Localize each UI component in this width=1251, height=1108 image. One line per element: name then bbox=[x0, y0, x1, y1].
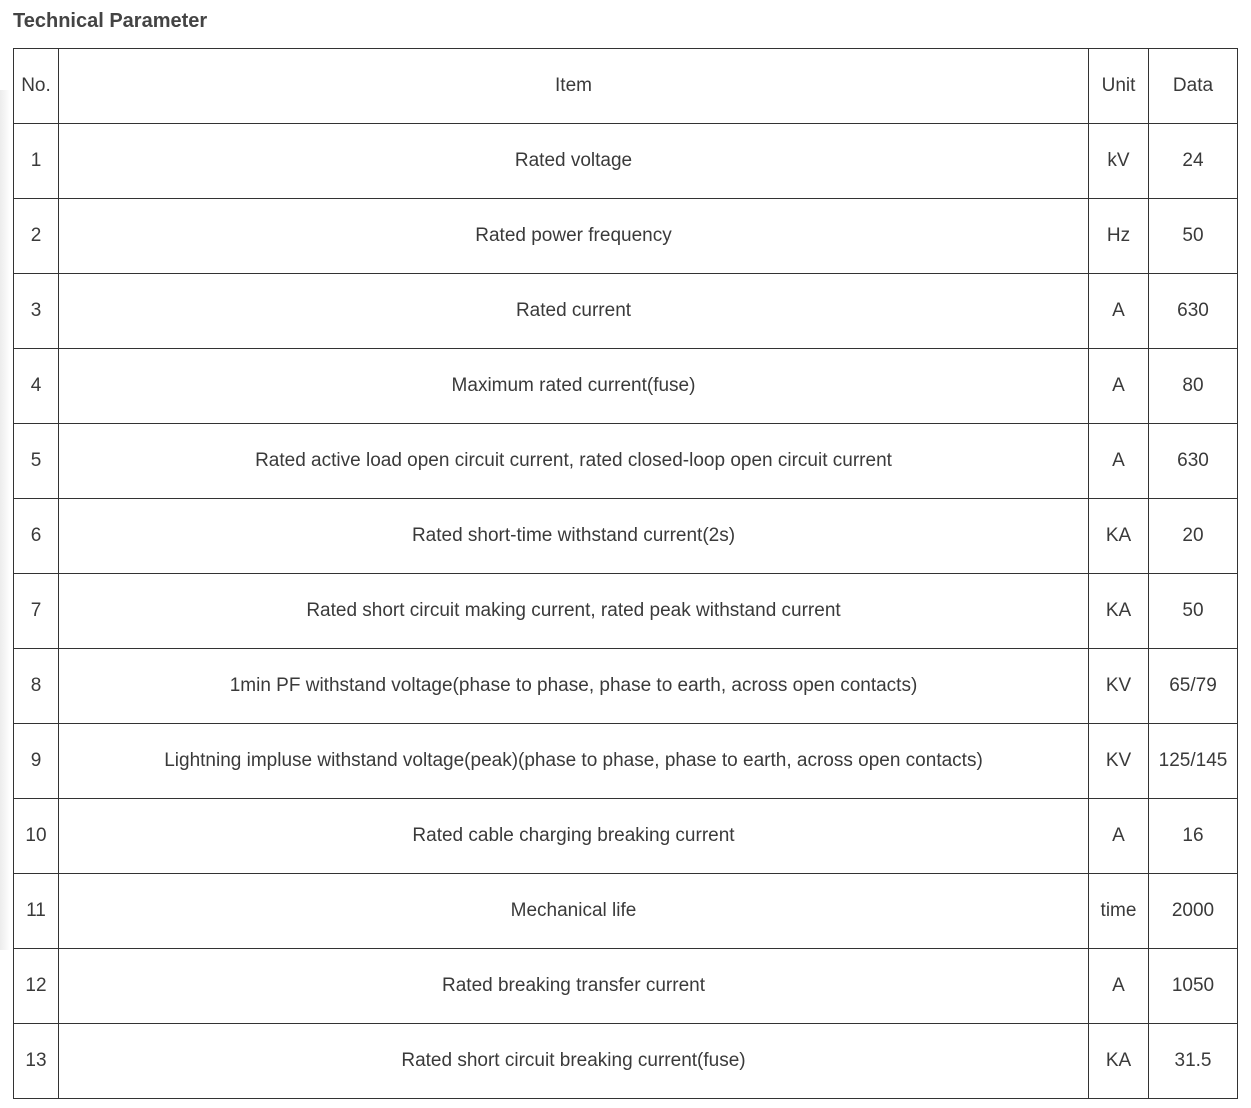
cell-item: Rated voltage bbox=[58, 123, 1089, 199]
cell-unit: KA bbox=[1088, 498, 1149, 574]
cell-unit: time bbox=[1088, 873, 1149, 949]
cell-unit: A bbox=[1088, 423, 1149, 499]
cell-no: 5 bbox=[13, 423, 59, 499]
table-row: 1 Rated voltage kV 24 bbox=[13, 123, 1238, 199]
cell-unit: A bbox=[1088, 948, 1149, 1024]
cell-item: 1min PF withstand voltage(phase to phase… bbox=[58, 648, 1089, 724]
cell-data: 50 bbox=[1148, 198, 1238, 274]
header-no: No. bbox=[13, 48, 59, 124]
cell-no: 11 bbox=[13, 873, 59, 949]
table-row: 2 Rated power frequency Hz 50 bbox=[13, 198, 1238, 274]
cell-data: 125/145 bbox=[1148, 723, 1238, 799]
cell-unit: A bbox=[1088, 348, 1149, 424]
cell-no: 12 bbox=[13, 948, 59, 1024]
cell-data: 80 bbox=[1148, 348, 1238, 424]
cell-no: 6 bbox=[13, 498, 59, 574]
cell-data: 2000 bbox=[1148, 873, 1238, 949]
cell-item: Rated breaking transfer current bbox=[58, 948, 1089, 1024]
cell-data: 50 bbox=[1148, 573, 1238, 649]
cell-item: Mechanical life bbox=[58, 873, 1089, 949]
header-unit: Unit bbox=[1088, 48, 1149, 124]
cell-item: Rated current bbox=[58, 273, 1089, 349]
table-row: 8 1min PF withstand voltage(phase to phas… bbox=[13, 648, 1238, 724]
cell-data: 20 bbox=[1148, 498, 1238, 574]
table-row: 6 Rated short-time withstand current(2s) K… bbox=[13, 498, 1238, 574]
cell-data: 1050 bbox=[1148, 948, 1238, 1024]
cell-item: Rated short circuit breaking current(fus… bbox=[58, 1023, 1089, 1099]
cell-no: 10 bbox=[13, 798, 59, 874]
table-row: 5 Rated active load open circuit current,… bbox=[13, 423, 1238, 499]
header-data: Data bbox=[1148, 48, 1238, 124]
cell-item: Maximum rated current(fuse) bbox=[58, 348, 1089, 424]
cell-no: 1 bbox=[13, 123, 59, 199]
cell-unit: A bbox=[1088, 798, 1149, 874]
cell-no: 9 bbox=[13, 723, 59, 799]
table-header-row: No. Item Unit Data bbox=[13, 48, 1238, 124]
cell-unit: KA bbox=[1088, 1023, 1149, 1099]
cell-unit: KV bbox=[1088, 648, 1149, 724]
table-row: 13 Rated short circuit breaking current(f… bbox=[13, 1023, 1238, 1099]
cell-item: Rated short-time withstand current(2s) bbox=[58, 498, 1089, 574]
table-row: 12 Rated breaking transfer current A 1050 bbox=[13, 948, 1238, 1024]
cell-item: Rated cable charging breaking current bbox=[58, 798, 1089, 874]
table-row: 11 Mechanical life time 2000 bbox=[13, 873, 1238, 949]
cell-data: 16 bbox=[1148, 798, 1238, 874]
header-item: Item bbox=[58, 48, 1089, 124]
cell-data: 65/79 bbox=[1148, 648, 1238, 724]
page-edge-shadow bbox=[0, 90, 10, 950]
table-row: 10 Rated cable charging breaking current A… bbox=[13, 798, 1238, 874]
technical-parameter-table: No. Item Unit Data 1 Rated voltage kV 24 2 Rated… bbox=[13, 48, 1238, 1099]
cell-data: 630 bbox=[1148, 273, 1238, 349]
table-row: 9 Lightning impluse withstand voltage(pea… bbox=[13, 723, 1238, 799]
table-row: 4 Maximum rated current(fuse) A 80 bbox=[13, 348, 1238, 424]
cell-unit: KV bbox=[1088, 723, 1149, 799]
cell-unit: kV bbox=[1088, 123, 1149, 199]
cell-item: Rated power frequency bbox=[58, 198, 1089, 274]
section-title: Technical Parameter bbox=[13, 10, 208, 32]
cell-no: 13 bbox=[13, 1023, 59, 1099]
cell-unit: KA bbox=[1088, 573, 1149, 649]
cell-no: 4 bbox=[13, 348, 59, 424]
cell-data: 630 bbox=[1148, 423, 1238, 499]
table-row: 3 Rated current A 630 bbox=[13, 273, 1238, 349]
table-row: 7 Rated short circuit making current, rat… bbox=[13, 573, 1238, 649]
cell-unit: A bbox=[1088, 273, 1149, 349]
cell-item: Rated short circuit making current, rate… bbox=[58, 573, 1089, 649]
cell-item: Rated active load open circuit current, … bbox=[58, 423, 1089, 499]
cell-data: 31.5 bbox=[1148, 1023, 1238, 1099]
cell-no: 7 bbox=[13, 573, 59, 649]
cell-no: 8 bbox=[13, 648, 59, 724]
cell-data: 24 bbox=[1148, 123, 1238, 199]
cell-no: 3 bbox=[13, 273, 59, 349]
cell-item: Lightning impluse withstand voltage(peak… bbox=[58, 723, 1089, 799]
cell-no: 2 bbox=[13, 198, 59, 274]
cell-unit: Hz bbox=[1088, 198, 1149, 274]
